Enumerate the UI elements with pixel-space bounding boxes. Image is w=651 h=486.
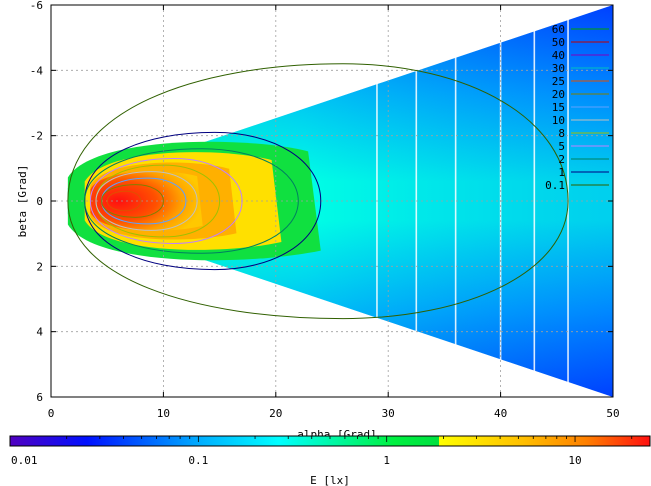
y-tick-label: 0 [36,195,43,208]
legend-entry-label: 0.1 [545,179,565,192]
contour-5 [89,158,243,244]
y-tick-label: -4 [30,64,44,77]
x-axis-ticks: 0 10 20 30 40 50 [48,5,620,420]
legend-entry-label: 15 [552,101,565,114]
x-tick-label: 20 [269,407,282,420]
legend-entry-label: 1 [558,166,565,179]
contour-1 [84,131,322,271]
colorbar-ticks: 0.01 0.1 1 10 [9,436,633,467]
legend-entry-label: 50 [552,36,565,49]
y-tick-label: 4 [36,326,43,339]
y-tick-label: 2 [36,260,43,273]
contour-lines [67,63,569,320]
x-tick-label: 50 [606,407,619,420]
colorbar-tick-label: 0.1 [188,454,208,467]
colorbar-label: E [lx] [310,474,350,486]
heatmap-layer [67,5,613,397]
y-tick-label: -2 [30,130,43,143]
legend-entry-label: 10 [552,114,565,127]
legend-entry-label: 2 [558,153,565,166]
legend-entry-label: 8 [558,127,565,140]
contour-20 [101,184,164,218]
contour-8 [95,164,221,238]
contour-2 [84,148,299,254]
legend-entry-label: 25 [552,75,565,88]
y-axis-ticks: -6 -4 -2 0 2 4 6 [30,0,613,404]
legend-entry-label: 30 [552,62,565,75]
x-tick-label: 10 [157,407,170,420]
contour-25 [106,190,142,212]
contour-10 [95,171,198,231]
x-tick-label: 40 [494,407,507,420]
legend-entry-label: 5 [558,140,565,153]
colorbar-tick-label: 0.01 [11,454,38,467]
y-tick-label: 6 [36,391,43,404]
legend-entry-label: 40 [552,49,565,62]
y-tick-label: -6 [30,0,43,12]
legend-entry-label: 60 [552,23,565,36]
illuminance-fan-falloff [67,5,613,397]
y-axis-label: beta [Grad] [16,165,29,238]
colorbar-tick-label: 10 [568,454,581,467]
legend-entry-label: 20 [552,88,565,101]
contour-0_1 [67,63,569,320]
colorbar-tick-label: 1 [383,454,390,467]
x-tick-label: 0 [48,407,55,420]
x-tick-label: 30 [382,407,395,420]
contour-15 [101,177,187,225]
